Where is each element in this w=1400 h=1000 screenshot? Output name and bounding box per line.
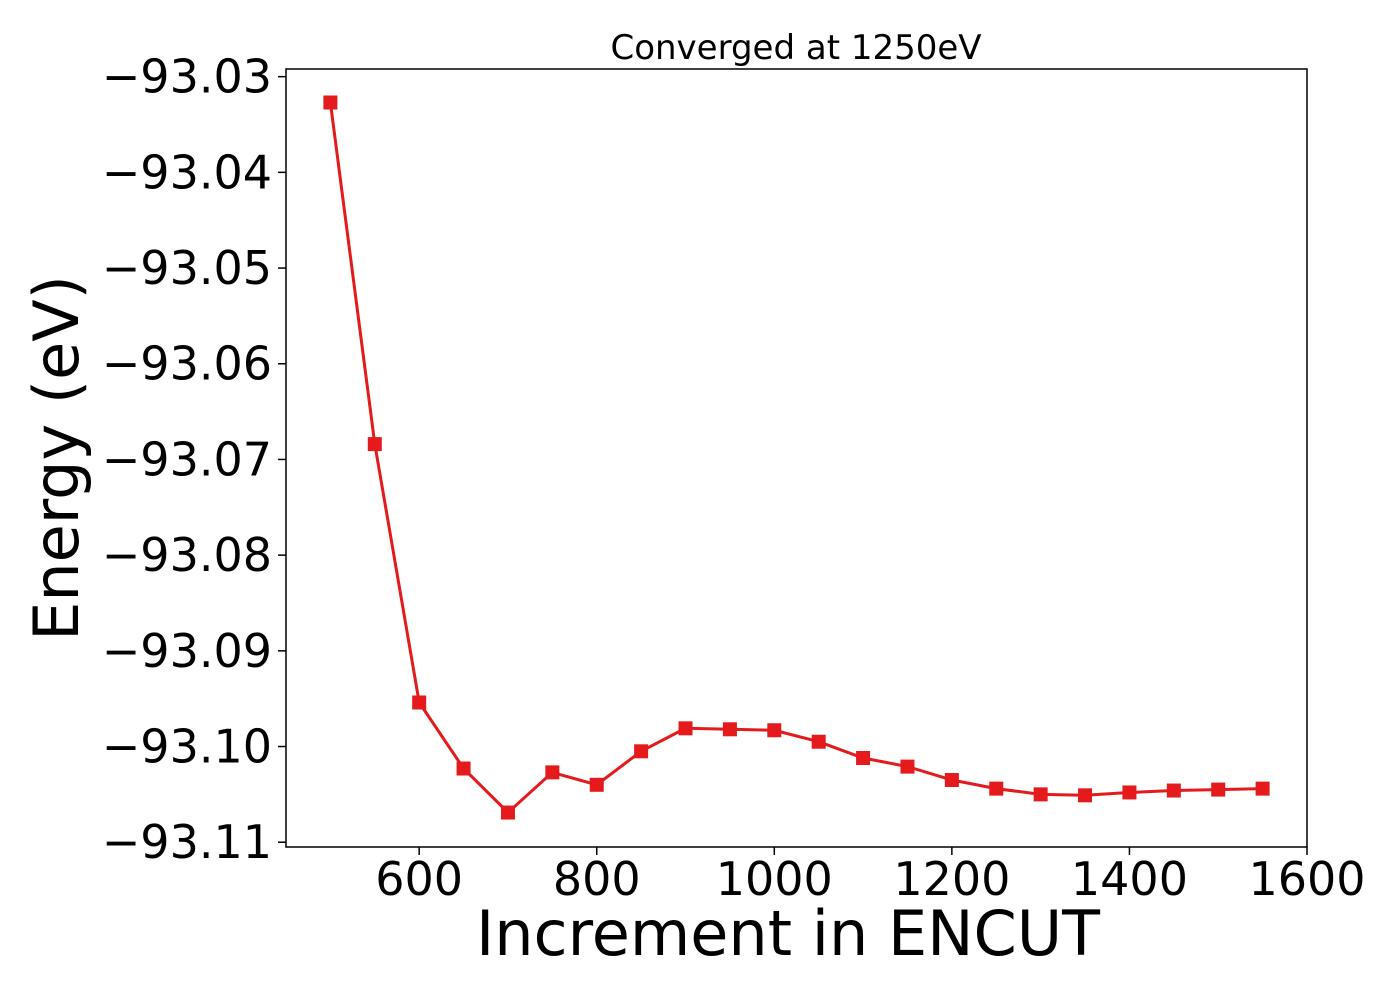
data-point: [1078, 788, 1093, 803]
data-point: [722, 722, 737, 737]
data-point: [678, 721, 693, 736]
x-tick-label: 1000: [716, 852, 833, 906]
x-tick-label: 1200: [893, 852, 1010, 906]
data-point: [545, 765, 560, 780]
data-point: [1166, 783, 1181, 798]
data-point: [1122, 785, 1137, 800]
data-point: [944, 773, 959, 788]
y-tick-label: −93.10: [102, 720, 272, 774]
chart-title: Converged at 1250eV: [610, 28, 981, 68]
y-axis: −93.03 −93.04 −93.05 −93.06 −93.07 −93.08 −93.…: [102, 50, 286, 869]
data-point: [900, 759, 915, 774]
x-tick-label: 600: [375, 852, 463, 906]
series-line: [328, 102, 1263, 815]
y-axis-label: Energy (eV): [20, 275, 93, 641]
y-tick-label: −93.04: [102, 145, 272, 199]
x-tick-label: 1400: [1071, 852, 1188, 906]
data-point: [412, 695, 427, 710]
x-tick-label: 1600: [1248, 852, 1365, 906]
data-point: [989, 781, 1004, 796]
data-point: [856, 751, 871, 766]
data-point: [811, 734, 826, 749]
data-point: [589, 777, 604, 792]
data-point: [456, 761, 471, 776]
data-point: [767, 723, 782, 738]
y-tick-label: −93.09: [102, 624, 272, 678]
data-point: [634, 744, 649, 759]
data-point: [1033, 787, 1048, 802]
data-point: [1211, 782, 1226, 797]
x-tick-label: 800: [553, 852, 641, 906]
y-tick-label: −93.07: [102, 432, 272, 486]
y-tick-label: −93.03: [102, 50, 272, 104]
x-axis: 600 800 1000 1200 1400 1600: [375, 847, 1366, 906]
plot-area-frame: [285, 68, 1308, 848]
y-tick-label: −93.08: [102, 528, 272, 582]
y-tick-label: −93.06: [102, 337, 272, 391]
x-axis-label: Increment in ENCUT: [476, 897, 1101, 970]
y-tick-label: −93.11: [102, 815, 272, 869]
series-markers: [323, 95, 1270, 820]
data-point: [367, 437, 382, 452]
data-point: [500, 805, 515, 820]
data-point: [323, 95, 338, 110]
y-tick-label: −93.05: [102, 241, 272, 295]
data-point: [1255, 781, 1270, 796]
